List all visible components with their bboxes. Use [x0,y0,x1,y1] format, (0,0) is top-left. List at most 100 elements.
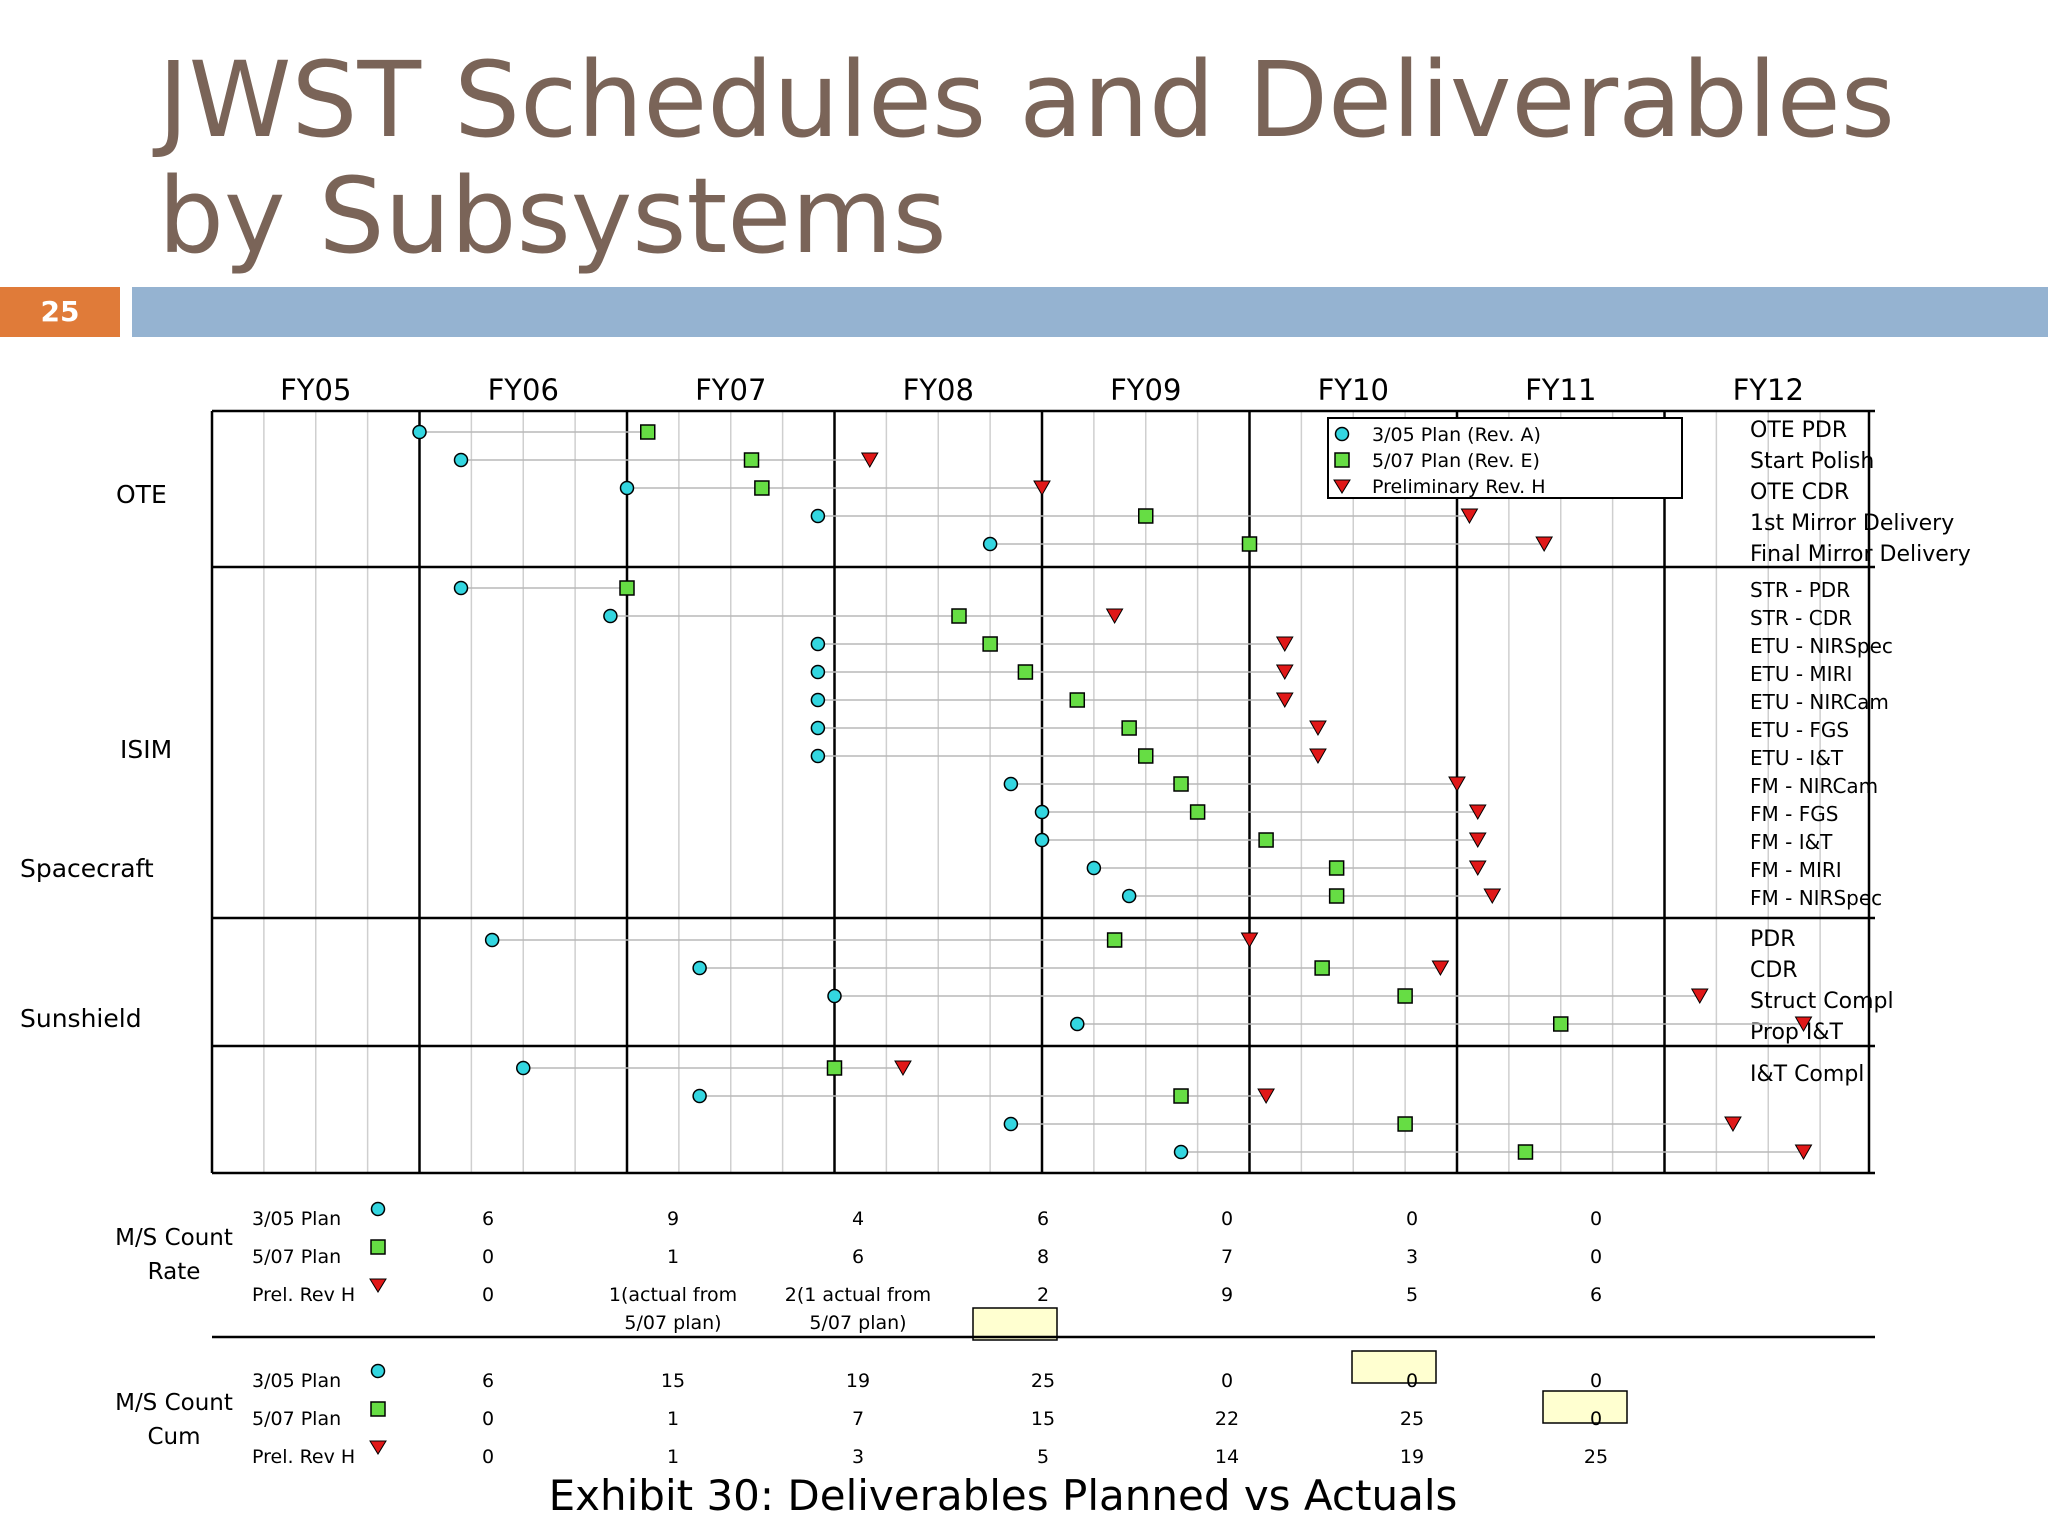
table-cell: 5 [1406,1284,1418,1306]
legend-label: 5/07 Plan (Rev. E) [1372,450,1540,472]
table-cell: 5/07 plan) [809,1312,906,1334]
milestone-row-label: FM - I&T [1750,830,1833,854]
milestone-row-label: OTE CDR [1750,480,1849,505]
fiscal-year-header: FY07 [695,373,766,407]
plan-0507-marker [1553,1016,1569,1032]
plan-0507-marker [1106,932,1123,948]
plan-0507-marker [1173,776,1189,792]
slide-number: 25 [0,287,120,337]
table-cell: 19 [846,1370,870,1392]
table-title: M/S Count [115,1225,233,1251]
rev-h-marker [1105,608,1124,625]
table-row-label: 3/05 Plan [252,1370,341,1392]
table-cell: 9 [1221,1284,1233,1306]
legend-triangle-icon [1333,479,1351,494]
table-cell: 5 [1037,1446,1049,1468]
plan-0507-marker [1517,1144,1534,1160]
rev-h-marker [1794,1016,1813,1033]
rev-h-marker [1468,860,1487,877]
table-highlight-cell [1542,1390,1628,1424]
slide-title: JWST Schedules and Deliverables by Subsy… [158,39,1895,277]
table-cell: 0 [1590,1370,1602,1392]
table-cell: 0 [1590,1408,1602,1430]
table-square-icon [370,1239,386,1255]
table-cell: 6 [1037,1208,1049,1230]
plan-0305-marker [810,720,826,736]
plan-0305-marker [810,664,826,680]
plan-0305-marker [1070,1016,1085,1032]
table-cell: 9 [667,1208,679,1230]
group-label: Spacecraft [20,854,154,883]
fiscal-year-header: FY12 [1733,373,1804,407]
milestone-row-label: CDR [1750,958,1798,983]
plan-0507-marker [1314,960,1330,976]
milestone-row-label: PDR [1750,927,1796,952]
rev-h-marker [1448,776,1466,793]
rev-h-marker [1240,932,1259,949]
fiscal-year-header: FY08 [903,373,974,407]
fiscal-year-header: FY06 [488,373,559,407]
milestone-row-label: 1st Mirror Delivery [1750,511,1954,536]
table-cell: 1 [667,1246,679,1268]
milestone-row-label: I&T Compl [1750,1062,1864,1087]
table-highlight-cell [1351,1350,1437,1384]
table-row-label: Prel. Rev H [252,1446,355,1468]
plan-0305-marker [827,988,842,1004]
table-cell: 0 [482,1446,494,1468]
milestone-row-label: ETU - MIRI [1750,662,1852,686]
milestone-row-label: Struct Compl [1750,989,1894,1014]
rev-h-marker [1275,692,1294,709]
exhibit-caption: Exhibit 30: Deliverables Planned vs Actu… [549,1471,1458,1520]
rev-h-marker [1309,720,1327,737]
table-cell: 2(1 actual from [785,1284,931,1306]
table-cell: 7 [1221,1246,1233,1268]
plan-0305-marker [982,536,998,552]
table-cell: 25 [1400,1408,1424,1430]
fiscal-year-header: FY05 [280,373,351,407]
table-row-label: Prel. Rev H [252,1284,355,1306]
plan-0305-marker [810,692,826,708]
plan-0507-marker [1258,832,1274,848]
plan-0305-marker [603,608,618,624]
table-cell: 1(actual from [609,1284,737,1306]
title-bar [132,287,2048,337]
table-title: Cum [147,1424,200,1450]
table-cell: 0 [482,1246,494,1268]
rev-h-marker [1483,888,1502,905]
fiscal-year-header: FY10 [1318,373,1389,407]
plan-0507-marker [1328,888,1345,904]
milestone-row-label: ETU - FGS [1750,718,1849,742]
table-cell: 0 [1590,1246,1602,1268]
table-cell: 0 [1221,1208,1233,1230]
milestone-row-label: OTE PDR [1750,418,1847,443]
rev-h-marker [1257,1088,1275,1105]
milestone-row-label: ETU - I&T [1750,746,1844,770]
rev-h-marker [1535,536,1554,553]
table-cell: 3 [852,1446,864,1468]
plan-0305-marker [1003,776,1019,792]
plan-0305-marker [453,580,469,596]
milestone-row-label: FM - MIRI [1750,858,1842,882]
table-cell: 3 [1406,1246,1418,1268]
milestone-row-label: FM - NIRSpec [1750,886,1882,910]
table-cell: 6 [482,1370,494,1392]
table-title: M/S Count [115,1390,233,1416]
table-cell: 22 [1215,1408,1239,1430]
table-highlight-cell [972,1307,1058,1341]
table-cell: 7 [852,1408,864,1430]
plan-0507-marker [743,452,760,468]
table-triangle-icon [369,1440,387,1455]
rev-h-marker [860,452,879,469]
table-cell: 0 [1590,1208,1602,1230]
plan-0305-marker [619,480,635,496]
milestone-row-label: Start Polish [1750,449,1874,474]
milestone-row-label: ETU - NIRCam [1750,690,1889,714]
plan-0305-marker [1086,860,1102,876]
plan-0305-marker [453,452,469,468]
table-cell: 5/07 plan) [624,1312,721,1334]
plan-0305-marker [810,636,826,652]
table-triangle-icon [369,1278,387,1293]
table-cell: 6 [482,1208,494,1230]
rev-h-marker [1460,508,1479,525]
